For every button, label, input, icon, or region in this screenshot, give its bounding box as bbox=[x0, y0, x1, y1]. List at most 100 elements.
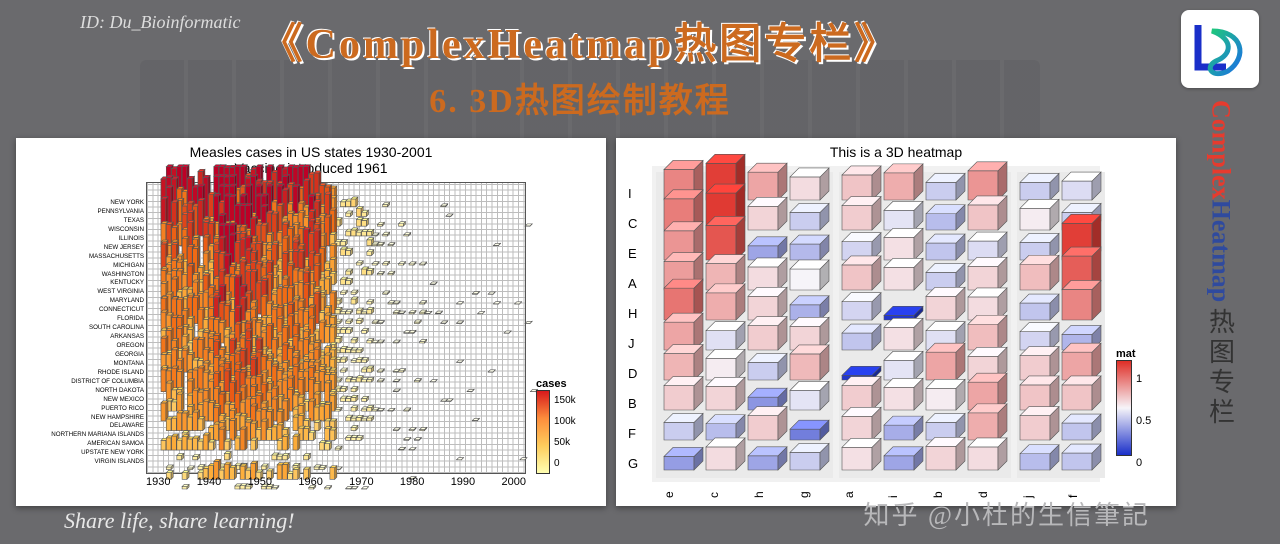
heatmap-cube bbox=[884, 164, 923, 200]
y-label: F bbox=[628, 426, 638, 441]
y-label: UPSTATE NEW YORK bbox=[16, 448, 146, 457]
heatmap-cube bbox=[351, 290, 358, 294]
heatmap-cube bbox=[926, 287, 965, 320]
heatmap-cube bbox=[198, 417, 205, 431]
heatmap-cube bbox=[362, 328, 369, 333]
heatmap-cube bbox=[748, 317, 787, 350]
legend-tick: 1 bbox=[1136, 358, 1151, 400]
heatmap-cube bbox=[340, 357, 347, 363]
heatmap-cube bbox=[209, 440, 216, 450]
y-label: FLORIDA bbox=[16, 314, 146, 323]
heatmap-cube bbox=[472, 292, 479, 295]
heatmap-cube bbox=[706, 438, 745, 470]
heatmap-cube bbox=[404, 408, 411, 411]
heatmap-cube bbox=[356, 348, 363, 353]
left-chart-panel: Measles cases in US states 1930-2001 Vac… bbox=[16, 138, 606, 506]
y-label: ILLINOIS bbox=[16, 234, 146, 243]
heatmap-cube bbox=[884, 447, 923, 470]
y-label: E bbox=[628, 246, 638, 261]
title-block: 《ComplexHeatmap热图专栏》 6. 3D热图绘制教程 bbox=[0, 10, 1160, 122]
x-tick: 1930 bbox=[146, 476, 170, 494]
left-legend-ticks: 150k100k50k0 bbox=[554, 390, 576, 474]
heatmap-cube bbox=[664, 413, 703, 440]
heatmap-cube bbox=[494, 243, 501, 245]
heatmap-cube bbox=[362, 358, 369, 363]
y-label: AMERICAN SAMOA bbox=[16, 439, 146, 448]
heatmap-cube bbox=[748, 237, 787, 260]
heatmap-cube bbox=[1062, 376, 1101, 410]
heatmap-cube bbox=[177, 453, 184, 459]
heatmap-cube bbox=[351, 197, 358, 207]
heatmap-cube bbox=[367, 268, 374, 274]
heatmap-cube bbox=[884, 318, 923, 350]
heatmap-cube bbox=[664, 447, 703, 470]
y-label: WEST VIRGINIA bbox=[16, 287, 146, 296]
author-logo bbox=[1181, 10, 1259, 88]
x-label: g bbox=[797, 486, 813, 498]
heatmap-cube bbox=[304, 453, 311, 459]
x-tick: 1970 bbox=[349, 476, 373, 494]
heatmap-cube bbox=[842, 438, 881, 470]
heatmap-cube bbox=[1020, 199, 1059, 230]
y-label: NEW MEXICO bbox=[16, 395, 146, 404]
y-label: DISTRICT OF COLUMBIA bbox=[16, 377, 146, 386]
x-tick: 1940 bbox=[197, 476, 221, 494]
heatmap-cube bbox=[1020, 255, 1059, 290]
y-label: OREGON bbox=[16, 341, 146, 350]
right-legend: mat 10.50 bbox=[1116, 348, 1164, 456]
heatmap-cube bbox=[420, 427, 427, 430]
heatmap-cube bbox=[790, 443, 829, 470]
y-label: NORTHERN MARIANA ISLANDS bbox=[16, 430, 146, 439]
y-label: H bbox=[628, 306, 638, 321]
heatmap-cube bbox=[404, 233, 411, 236]
heatmap-cube bbox=[1062, 343, 1101, 380]
heatmap-cube bbox=[240, 427, 247, 450]
heatmap-cube bbox=[842, 377, 881, 410]
heatmap-cube bbox=[884, 351, 923, 380]
heatmap-cube bbox=[790, 235, 829, 260]
y-label: A bbox=[628, 276, 638, 291]
heatmap-cube bbox=[282, 434, 289, 450]
y-label: C bbox=[628, 216, 638, 231]
x-tick: 1960 bbox=[298, 476, 322, 494]
heatmap-cube bbox=[282, 453, 289, 460]
x-tick: 1990 bbox=[451, 476, 475, 494]
heatmap-cube bbox=[346, 328, 353, 334]
heatmap-cube bbox=[393, 340, 400, 343]
heatmap-cube bbox=[367, 416, 374, 421]
heatmap-cube bbox=[166, 465, 173, 470]
right-legend-ticks: 10.50 bbox=[1136, 358, 1151, 484]
legend-tick: 150k bbox=[554, 390, 576, 411]
heatmap-cube bbox=[193, 454, 200, 459]
y-label: VIRGIN ISLANDS bbox=[16, 457, 146, 466]
heatmap-cube bbox=[968, 315, 1007, 350]
y-label: MARYLAND bbox=[16, 296, 146, 305]
heatmap-cube bbox=[351, 297, 358, 304]
heatmap-cube bbox=[362, 218, 369, 226]
heatmap-cube bbox=[399, 222, 406, 227]
left-legend-bar bbox=[536, 390, 550, 474]
x-label: c bbox=[707, 486, 723, 498]
heatmap-cube bbox=[251, 438, 258, 450]
heatmap-cube bbox=[441, 204, 448, 207]
heatmap-cube bbox=[1062, 172, 1101, 200]
episode-title: 6. 3D热图绘制教程 bbox=[0, 73, 1160, 122]
heatmap-cube bbox=[351, 395, 358, 401]
left-legend-title: cases bbox=[536, 378, 590, 390]
heatmap-cube bbox=[377, 379, 384, 382]
y-label: WISCONSIN bbox=[16, 225, 146, 234]
heatmap-cube bbox=[388, 271, 395, 275]
heatmap-cube bbox=[748, 447, 787, 470]
heatmap-cube bbox=[748, 163, 787, 200]
heatmap-cube bbox=[377, 271, 384, 274]
heatmap-cube bbox=[884, 228, 923, 260]
heatmap-cube bbox=[478, 312, 485, 314]
heatmap-cube bbox=[420, 301, 427, 304]
y-label: NEW HAMPSHIRE bbox=[16, 413, 146, 422]
y-label: NEW JERSEY bbox=[16, 243, 146, 252]
heatmap-cube bbox=[393, 379, 400, 382]
heatmap-cube bbox=[790, 345, 829, 380]
heatmap-cube bbox=[1062, 444, 1101, 470]
heatmap-cube bbox=[790, 168, 829, 200]
heatmap-cube bbox=[404, 437, 411, 440]
